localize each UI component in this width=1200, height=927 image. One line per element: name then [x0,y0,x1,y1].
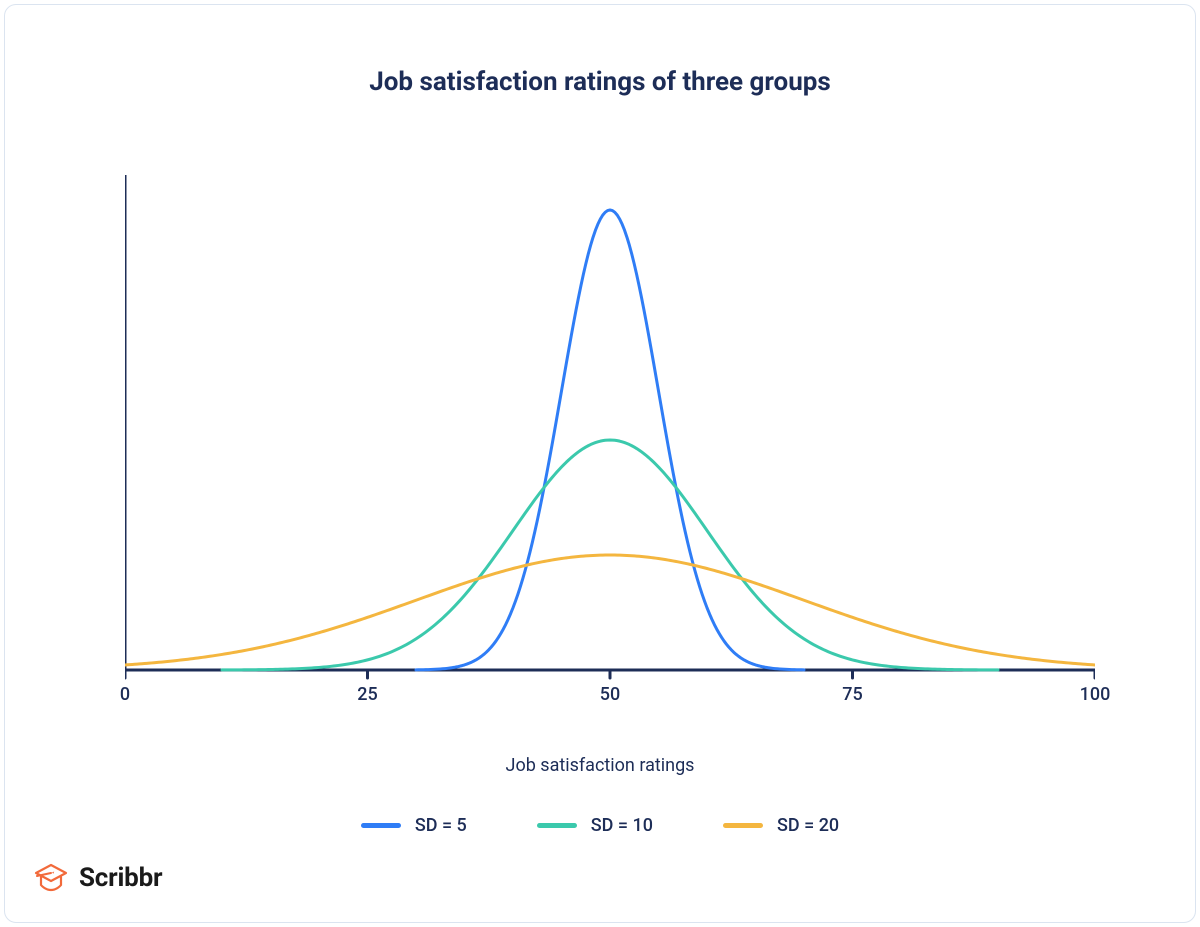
legend-label: SD = 20 [777,815,839,836]
x-tick-label: 0 [120,684,130,705]
chart-area: 0255075100 [125,175,1095,695]
brand-name: Scribbr [79,863,162,893]
x-tick-label: 25 [357,684,377,705]
legend-item: SD = 5 [361,815,467,836]
x-tick-label: 100 [1080,684,1111,705]
legend: SD = 5 SD = 10 SD = 20 [5,815,1195,836]
x-tick-label: 50 [600,684,620,705]
legend-item: SD = 20 [723,815,839,836]
brand-logo: Scribbr [33,862,162,894]
chart-svg [125,175,1095,695]
x-axis-label: Job satisfaction ratings [5,755,1195,776]
graduation-cap-icon [33,862,69,894]
chart-card: Job satisfaction ratings of three groups… [4,4,1196,923]
chart-title: Job satisfaction ratings of three groups [5,67,1195,97]
legend-label: SD = 5 [415,815,467,836]
legend-item: SD = 10 [537,815,653,836]
legend-label: SD = 10 [591,815,653,836]
legend-swatch [361,823,401,828]
legend-swatch [723,823,763,828]
legend-swatch [537,823,577,828]
x-tick-label: 75 [842,684,862,705]
